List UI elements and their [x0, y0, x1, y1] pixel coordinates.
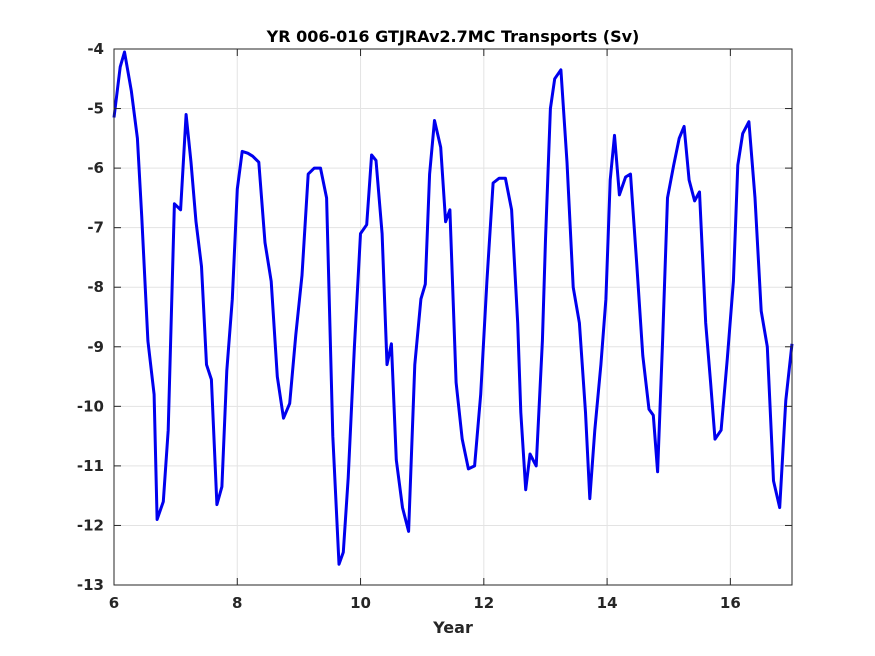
x-axis-label: Year [432, 618, 473, 637]
series-line [112, 50, 794, 566]
y-tick-label: -5 [87, 100, 104, 118]
y-tick-label: -9 [87, 338, 104, 356]
y-tick-label: -7 [87, 219, 104, 237]
x-tick-label: 14 [597, 594, 618, 612]
y-tick-label: -4 [87, 40, 104, 58]
x-tick-label: 16 [720, 594, 741, 612]
y-tick-label: -13 [77, 576, 104, 594]
x-tick-label: 8 [232, 594, 242, 612]
tick-labels: 6 8 10 12 14 16 -4 -5 -6 -7 -8 -9 -10 -11 -12 -13 [77, 40, 741, 612]
axes-frame [113, 48, 793, 586]
x-tick-label: 12 [473, 594, 494, 612]
x-tick-label: 10 [350, 594, 371, 612]
y-tick-label: -12 [77, 516, 104, 534]
y-tick-label: -6 [87, 159, 104, 177]
y-tick-label: -10 [77, 397, 104, 415]
y-tick-label: -8 [87, 278, 104, 296]
chart-title: YR 006-016 GTJRAv2.7MC Transports (Sv) [266, 27, 640, 46]
x-tick-label: 6 [109, 594, 119, 612]
y-tick-label: -11 [77, 457, 104, 475]
ticks [113, 48, 792, 586]
